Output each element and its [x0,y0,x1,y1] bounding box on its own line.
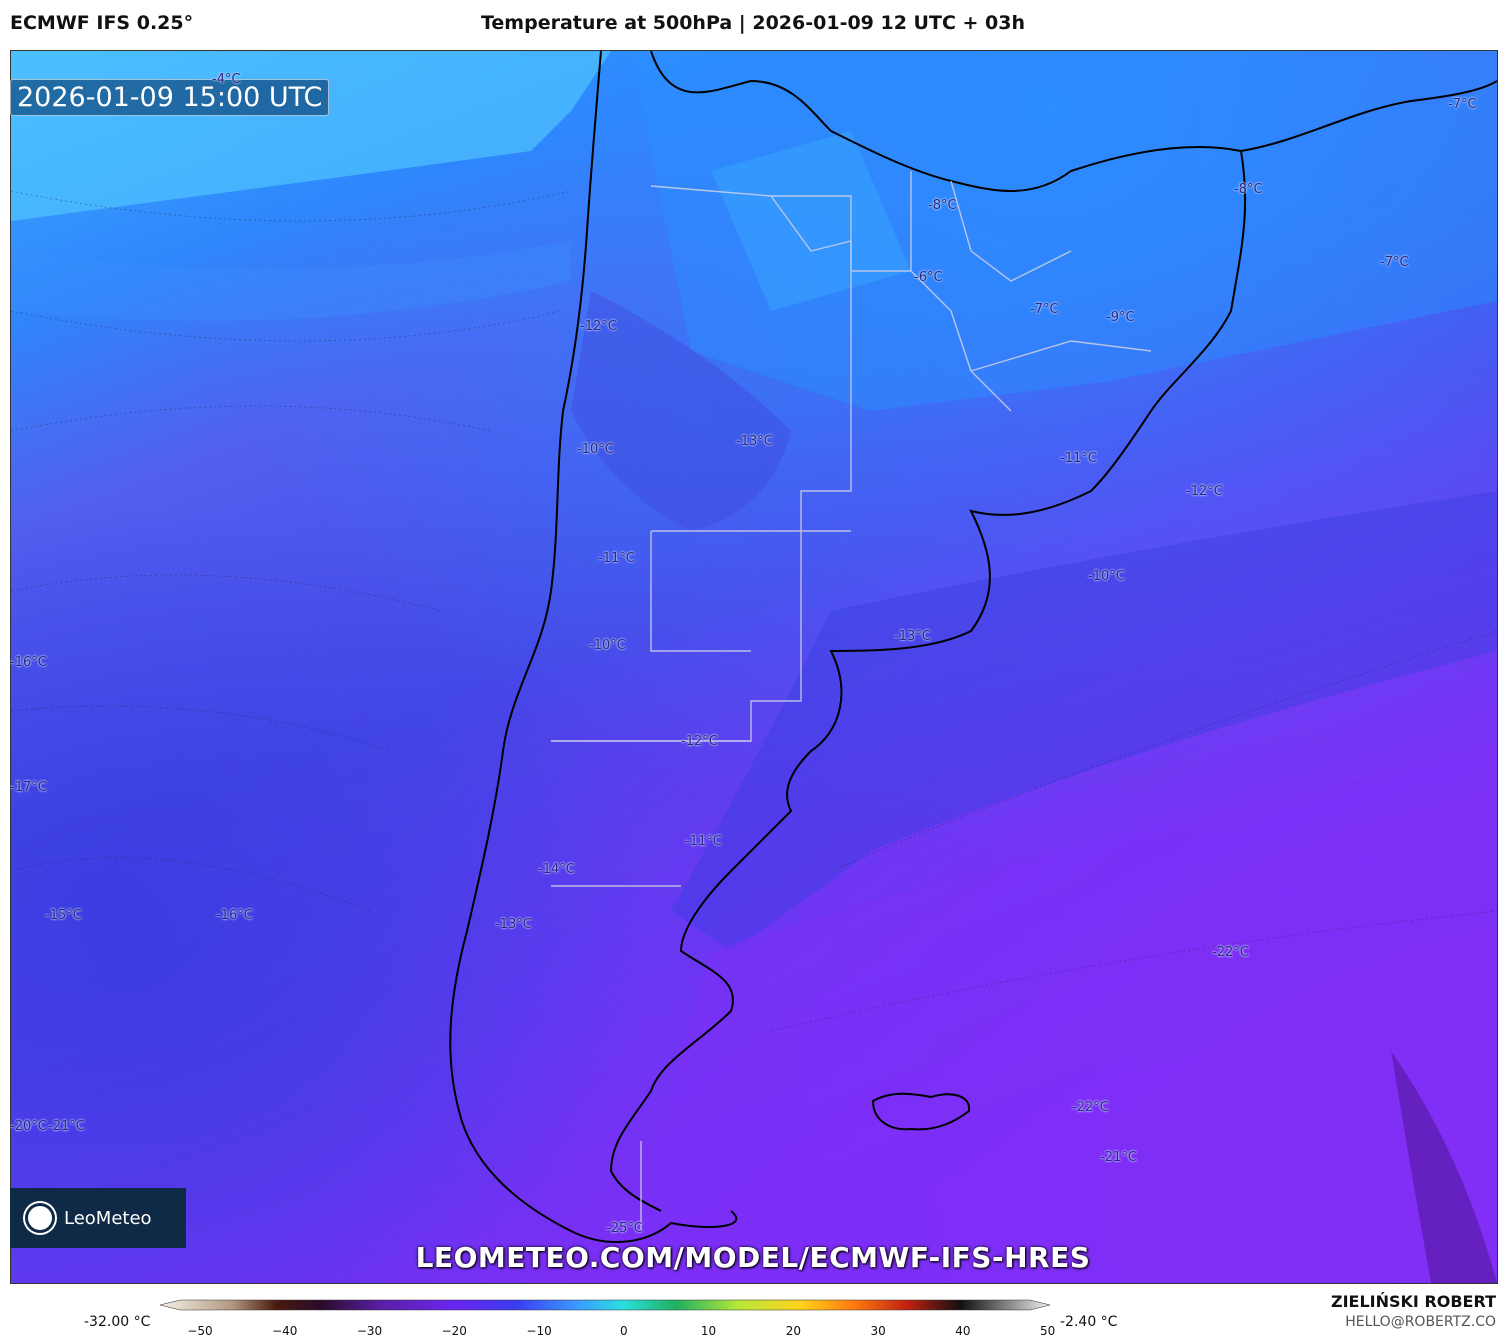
falkland-islands [871,1092,971,1131]
valid-time-badge: 2026-01-09 15:00 UTC [10,79,330,116]
isotherm-label: -8°C [1234,182,1263,197]
legend-tick: −10 [526,1324,552,1338]
isotherm-label: -20°C [10,1119,47,1134]
isotherm-label: -16°C [10,655,47,670]
isotherm-label: -15°C [45,908,82,923]
legend-tick: 50 [1039,1324,1056,1338]
isotherm-label: -10°C [577,442,614,457]
isotherm-label: -10°C [589,638,626,653]
isotherm-label: -11°C [1060,451,1097,466]
isotherm-label: -12°C [681,734,718,749]
isotherm-label: -22°C [1072,1100,1109,1115]
coast-north [650,51,1497,192]
isotherm-label: -7°C [1380,255,1409,270]
legend-tick: −20 [441,1324,467,1338]
legend-tick: −50 [187,1324,213,1338]
isotherm-label: -16°C [216,908,253,923]
temperature-map[interactable] [10,50,1498,1284]
isotherm-label: -25°C [606,1221,643,1236]
sun-icon [28,1206,52,1230]
map-canvas [11,51,1497,1283]
model-name: ECMWF IFS 0.25° [10,12,194,34]
leometeo-logo[interactable]: LeoMeteo [10,1188,186,1248]
borders [551,171,1152,1231]
legend-tick: −30 [356,1324,383,1338]
legend-tick: 0 [619,1324,628,1338]
isotherm-label: -7°C [1030,302,1059,317]
color-legend [0,1290,1506,1338]
isotherm-label: -13°C [736,434,773,449]
isotherm-label: -6°C [914,270,943,285]
isotherm-label: -21°C [1100,1150,1137,1165]
isotherm-label: -14°C [538,862,575,877]
legend-tick: 30 [870,1324,886,1338]
legend-tick: 10 [700,1324,717,1338]
isotherm-label: -22°C [1212,945,1249,960]
legend-max-label: -2.40 °C [1060,1314,1118,1330]
map-title: Temperature at 500hPa | 2026-01-09 12 UT… [480,12,1026,34]
isotherm-label: -17°C [10,780,47,795]
legend-min-label: -32.00 °C [84,1314,151,1330]
isotherm-label: -8°C [928,198,957,213]
legend-colorbar [159,1299,1051,1311]
isotherm-label: -12°C [1186,484,1223,499]
legend-tick: −40 [272,1324,298,1338]
legend-tick: 20 [785,1324,801,1338]
logo-text: LeoMeteo [64,1207,152,1229]
author-name: ZIELIŃSKI ROBERT [1330,1292,1496,1311]
legend-tick: 40 [955,1324,971,1338]
coast-argentina [609,150,1247,1212]
isotherm-label: -10°C [1088,569,1125,584]
watermark-url: LEOMETEO.COM/MODEL/ECMWF-IFS-HRES [415,1241,1091,1274]
isotherm-label: -13°C [495,917,532,932]
isotherm-label: -7°C [1448,97,1477,112]
isotherm-label: -21°C [48,1119,85,1134]
author-email: HELLO@ROBERTZ.CO [1345,1314,1496,1330]
isotherm-label: -9°C [1106,310,1135,325]
isotherm-label: -11°C [598,551,635,566]
coast-chile [449,51,738,1243]
isotherm-label: -4°C [212,72,241,87]
isotherm-label: -11°C [685,834,722,849]
isotherm-label: -13°C [894,629,931,644]
isotherm-label: -12°C [580,319,617,334]
isotherm-lines [11,190,1497,1032]
